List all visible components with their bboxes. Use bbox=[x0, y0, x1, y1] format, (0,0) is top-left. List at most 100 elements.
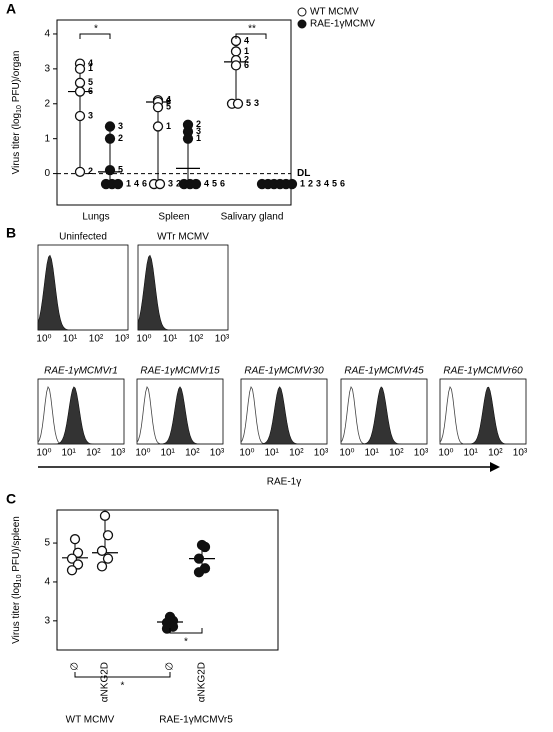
point-label: 6 bbox=[142, 178, 147, 188]
y-axis-label: Virus titer (log10 PFU)/spleen bbox=[11, 516, 23, 644]
point-label: 6 bbox=[340, 178, 345, 188]
x-tick-label: αNKG2D bbox=[100, 662, 111, 702]
data-point bbox=[182, 133, 194, 144]
y-tick-label: 1 bbox=[44, 133, 50, 144]
point-label: 3 bbox=[118, 121, 123, 131]
data-point bbox=[232, 98, 244, 109]
y-tick-label: 0 bbox=[44, 168, 50, 179]
point-label: 5 bbox=[332, 178, 337, 188]
point-label: 2 bbox=[196, 119, 201, 129]
data-point bbox=[190, 178, 202, 190]
group-label: RAE-1γMCMVr5 bbox=[159, 715, 233, 726]
data-point bbox=[104, 133, 116, 144]
data-point bbox=[104, 164, 116, 176]
significance-bracket bbox=[79, 33, 111, 39]
data-point bbox=[161, 623, 173, 634]
sample-histogram bbox=[137, 386, 223, 445]
x-tick-label: αNKG2D bbox=[197, 662, 208, 702]
point-label: 3 bbox=[196, 126, 201, 136]
point-label: 4 bbox=[244, 35, 249, 45]
legend-label: RAE-1γMCMV bbox=[310, 19, 375, 30]
x-tick-label: 10² bbox=[289, 448, 304, 459]
data-point bbox=[152, 121, 164, 132]
x-tick-label: ∅ bbox=[70, 662, 81, 671]
x-tick-label: 10³ bbox=[215, 334, 230, 345]
x-tick-label: 10² bbox=[89, 334, 104, 345]
sample-histogram bbox=[37, 254, 128, 331]
data-point bbox=[74, 86, 86, 97]
x-tick-label: Spleen bbox=[158, 212, 189, 223]
point-label: 4 bbox=[324, 178, 329, 188]
x-tick-label: 10¹ bbox=[463, 448, 478, 459]
point-label: 4 bbox=[166, 95, 171, 105]
data-point bbox=[72, 547, 84, 558]
y-label-text: Virus titer (log bbox=[11, 113, 22, 175]
data-point bbox=[152, 102, 164, 113]
data-point bbox=[193, 567, 205, 578]
data-point bbox=[72, 559, 84, 570]
histogram-title: RAE-1γMCMVr30 bbox=[244, 366, 324, 377]
point-label: 2 bbox=[176, 178, 181, 188]
x-tick-label: 10⁰ bbox=[36, 334, 51, 345]
plot-frame bbox=[56, 509, 279, 651]
detection-limit-label: DL bbox=[297, 168, 310, 179]
data-point bbox=[74, 166, 86, 177]
point-label: 2 bbox=[244, 55, 249, 65]
data-point bbox=[74, 77, 86, 88]
data-point bbox=[96, 545, 108, 556]
x-tick-label: 10¹ bbox=[63, 334, 78, 345]
histogram-title: RAE-1γMCMVr15 bbox=[140, 366, 220, 377]
data-point bbox=[96, 561, 108, 572]
x-tick-label: 10¹ bbox=[264, 448, 279, 459]
data-point bbox=[74, 63, 86, 75]
x-axis-label: RAE-1γ bbox=[267, 477, 301, 488]
significance-label: ** bbox=[248, 24, 256, 35]
x-tick-label: 10¹ bbox=[163, 334, 178, 345]
sample-histogram bbox=[137, 254, 228, 331]
arrow-head bbox=[490, 462, 500, 472]
significance-label: * bbox=[94, 24, 98, 35]
x-tick-label: 10¹ bbox=[61, 448, 76, 459]
point-label: 3 bbox=[88, 110, 93, 120]
y-label-text: PFU)/spleen bbox=[11, 516, 22, 574]
y-label-sub: 10 bbox=[16, 105, 23, 113]
significance-bracket bbox=[169, 628, 203, 634]
legend-marker bbox=[297, 7, 307, 17]
x-tick-label: 10⁰ bbox=[438, 448, 453, 459]
point-label: 4 bbox=[88, 58, 93, 68]
point-label: 1 bbox=[196, 133, 201, 143]
x-tick-label: 10² bbox=[86, 448, 101, 459]
sample-histogram bbox=[38, 386, 124, 445]
data-point bbox=[66, 553, 78, 564]
panel-letter: A bbox=[6, 1, 16, 17]
point-label: 5 bbox=[118, 164, 123, 174]
sample-histogram bbox=[341, 386, 427, 445]
data-point bbox=[66, 565, 78, 576]
point-label: 5 bbox=[166, 102, 171, 112]
data-point bbox=[199, 541, 211, 553]
point-label: 1 bbox=[244, 46, 249, 56]
histogram-title: RAE-1γMCMVr45 bbox=[344, 366, 424, 377]
y-tick-label: 2 bbox=[44, 98, 50, 109]
x-tick-label: 10⁰ bbox=[239, 448, 254, 459]
sample-histogram bbox=[440, 386, 526, 445]
point-label: 2 bbox=[88, 166, 93, 176]
x-tick-label: 10⁰ bbox=[36, 448, 51, 459]
histogram-title: RAE-1γMCMVr1 bbox=[44, 366, 118, 377]
point-label: 1 bbox=[88, 63, 93, 73]
data-point bbox=[102, 530, 114, 541]
point-label: 2 bbox=[308, 178, 313, 188]
x-tick-label: Salivary gland bbox=[221, 212, 284, 223]
significance-bracket bbox=[235, 33, 267, 39]
point-label: 3 bbox=[254, 98, 259, 108]
data-point bbox=[230, 60, 242, 71]
data-point bbox=[99, 510, 111, 521]
histogram-title: WTr MCMV bbox=[157, 232, 209, 243]
y-label-sub: 10 bbox=[16, 574, 23, 582]
x-tick-label: 10³ bbox=[414, 448, 429, 459]
point-label: 6 bbox=[166, 96, 171, 106]
x-tick-label: 10³ bbox=[111, 448, 126, 459]
point-label: 6 bbox=[220, 178, 225, 188]
x-tick-label: 10³ bbox=[513, 448, 528, 459]
data-point bbox=[193, 553, 205, 564]
